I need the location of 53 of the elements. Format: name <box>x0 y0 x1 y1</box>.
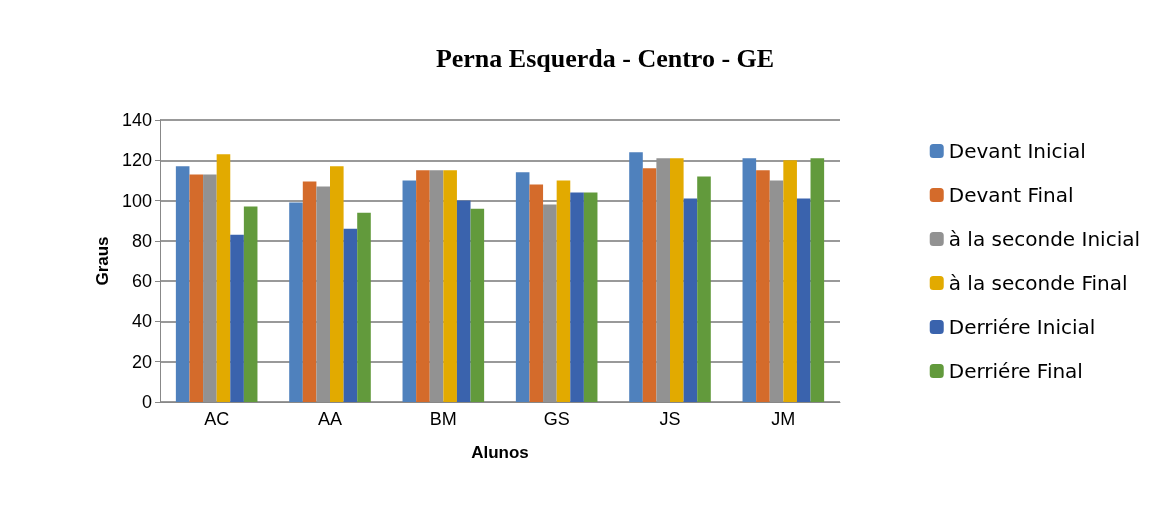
y-tick-label: 60 <box>131 271 152 292</box>
y-tick-label: 100 <box>121 190 152 211</box>
bar <box>796 198 811 402</box>
x-tick-label: GS <box>543 409 570 429</box>
bar <box>189 174 204 402</box>
bar <box>402 180 417 402</box>
chart-title: Perna Esquerda - Centro - GE <box>435 43 775 73</box>
bar <box>443 170 457 402</box>
bar <box>515 172 530 402</box>
y-tick-label: 20 <box>131 351 152 372</box>
legend-label: Devant Final <box>948 183 1074 207</box>
y-tick-label: 140 <box>121 110 152 130</box>
legend-label: Derriére Inicial <box>948 315 1096 339</box>
x-tick-label: JS <box>659 409 681 429</box>
bar <box>629 152 643 402</box>
y-tick-label: 0 <box>141 392 152 412</box>
legend-label: Devant Inicial <box>948 139 1086 163</box>
x-axis-title: Alunos <box>471 443 529 462</box>
x-tick-label: AC <box>204 409 230 429</box>
legend-label: à la seconde Final <box>948 271 1128 295</box>
x-tick-label: AA <box>317 409 343 429</box>
bar <box>230 234 244 402</box>
x-tick-label: JM <box>771 409 796 429</box>
bar <box>175 166 190 402</box>
y-tick-label: 80 <box>131 230 152 251</box>
y-axis-title: Graus <box>93 236 113 286</box>
bar <box>556 180 571 402</box>
bar <box>783 160 797 402</box>
bar <box>289 202 303 402</box>
bar <box>742 158 757 402</box>
y-tick-label: 40 <box>131 311 152 332</box>
bar <box>670 158 684 402</box>
bar <box>416 170 430 402</box>
legend-label: Derriére Final <box>948 359 1083 383</box>
y-tick-label: 120 <box>121 150 152 171</box>
bar <box>642 168 657 402</box>
bar <box>302 181 317 402</box>
bar <box>529 184 544 402</box>
bar <box>357 212 371 402</box>
bar <box>756 170 770 402</box>
legend-label: à la seconde Inicial <box>948 227 1141 251</box>
bar <box>470 208 485 402</box>
bar <box>697 176 711 402</box>
bar <box>243 206 258 402</box>
bar <box>456 200 471 402</box>
bar <box>810 158 825 402</box>
x-tick-label: BM <box>429 409 457 429</box>
bar <box>216 154 231 402</box>
bar <box>570 192 584 402</box>
bar <box>583 192 598 402</box>
bar <box>683 198 698 402</box>
bar <box>343 228 358 402</box>
bar <box>330 166 344 402</box>
